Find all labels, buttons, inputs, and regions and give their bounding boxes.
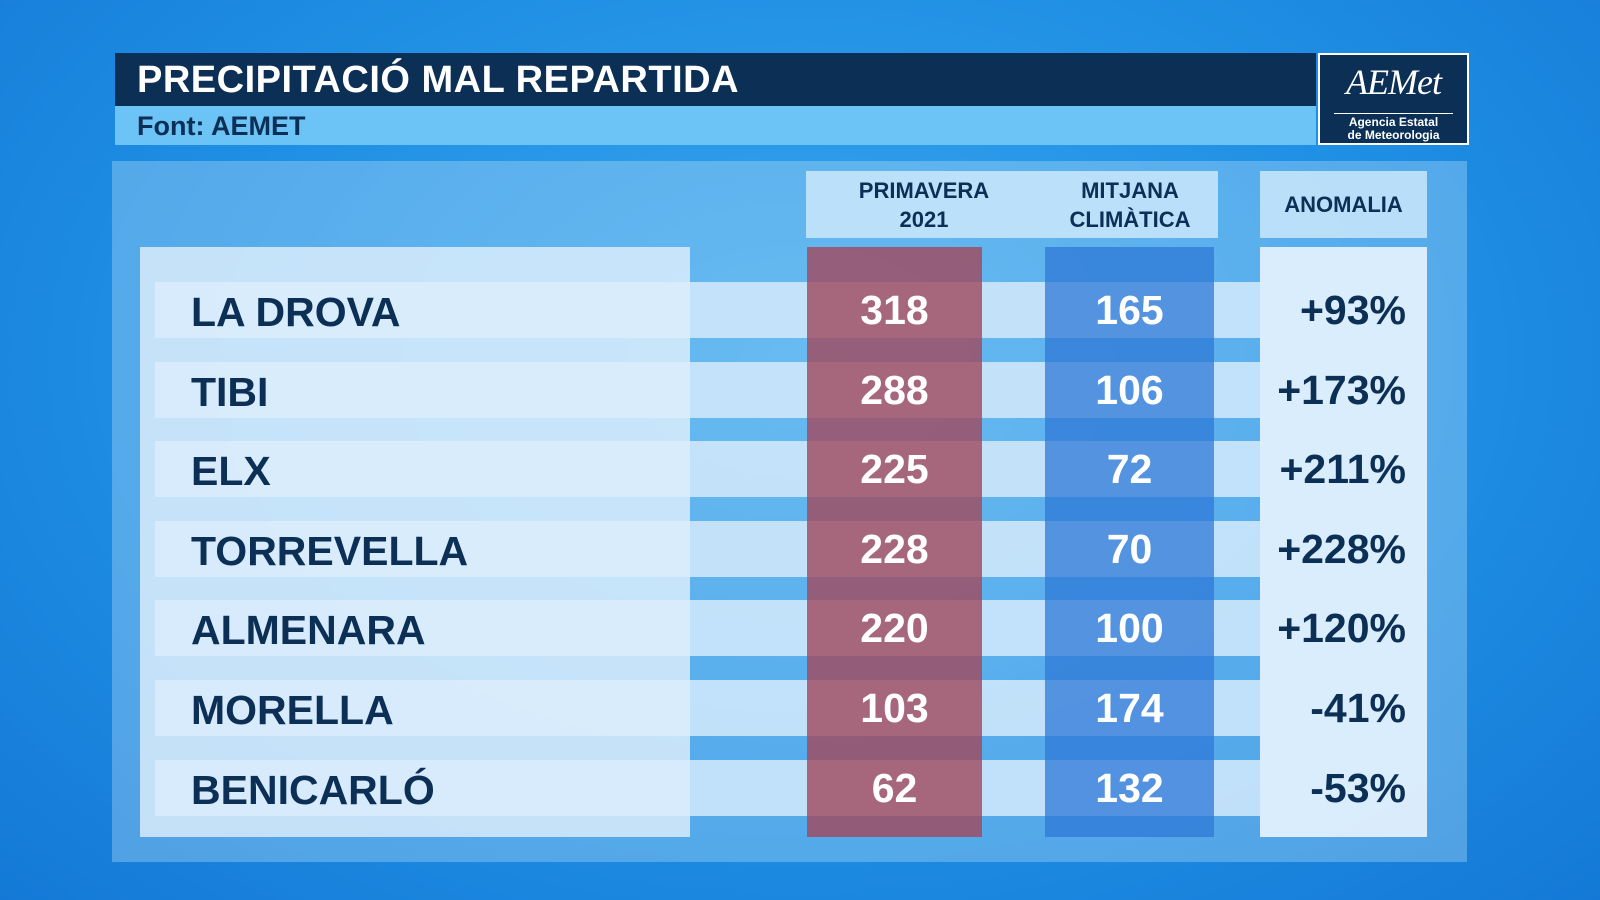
column-band (1045, 247, 1214, 837)
logo-subtitle-line: de Meteorologia (1347, 128, 1440, 142)
spring-value: 220 (860, 605, 929, 652)
anomaly-value: +211% (1279, 446, 1406, 493)
anomaly-value: -53% (1310, 764, 1406, 811)
station-name: TORREVELLA (191, 527, 469, 574)
station-name: MORELLA (191, 687, 394, 733)
station-name: LA DROVA (191, 289, 401, 335)
spring-value: 225 (860, 446, 929, 493)
spring-value: 318 (860, 287, 929, 333)
column-header: ANOMALIA (1260, 171, 1427, 238)
anomaly-value: +93% (1299, 287, 1406, 333)
anomaly-value: -41% (1310, 685, 1406, 731)
mean-value: 70 (1106, 525, 1153, 572)
anomaly-value: +120% (1277, 605, 1406, 652)
spring-value: 288 (860, 366, 929, 413)
column-header-line: CLIMÀTICA (1069, 206, 1191, 232)
column-header-line: 2021 (899, 206, 949, 232)
column-header: PRIMAVERA 2021 (806, 171, 1042, 238)
logo-subtitle: Agencia Estatal de Meteorologia (1334, 113, 1453, 142)
column-header-line: ANOMALIA (1284, 192, 1403, 217)
spring-value: 103 (860, 685, 929, 731)
spring-value: 228 (860, 525, 929, 572)
column-header-line: PRIMAVERA (858, 177, 990, 203)
column-header: MITJANA CLIMÀTICA (1042, 171, 1218, 238)
column-band (1260, 247, 1427, 837)
spring-value: 62 (871, 764, 918, 811)
station-name: BENICARLÓ (191, 766, 435, 813)
anomaly-value: +173% (1277, 366, 1406, 413)
source: Font: AEMET (115, 106, 1316, 145)
anomaly-value: +228% (1277, 525, 1406, 572)
mean-value: 106 (1095, 366, 1164, 413)
station-name: ELX (191, 448, 271, 495)
mean-value: 165 (1095, 287, 1164, 333)
column-header-line: MITJANA (1081, 177, 1179, 203)
title: PRECIPITACIÓ MAL REPARTIDA (115, 53, 1316, 106)
mean-value: 174 (1095, 685, 1164, 731)
logo-subtitle-line: Agencia Estatal (1348, 115, 1439, 129)
column-band (807, 247, 982, 837)
mean-value: 132 (1095, 764, 1164, 811)
station-name: TIBI (191, 368, 269, 415)
logo: AEMet Agencia Estatal de Meteorologia (1318, 53, 1469, 145)
station-name: ALMENARA (191, 607, 426, 654)
mean-value: 100 (1095, 605, 1164, 652)
logo-name: AEMet (1346, 62, 1442, 102)
mean-value: 72 (1106, 446, 1153, 493)
